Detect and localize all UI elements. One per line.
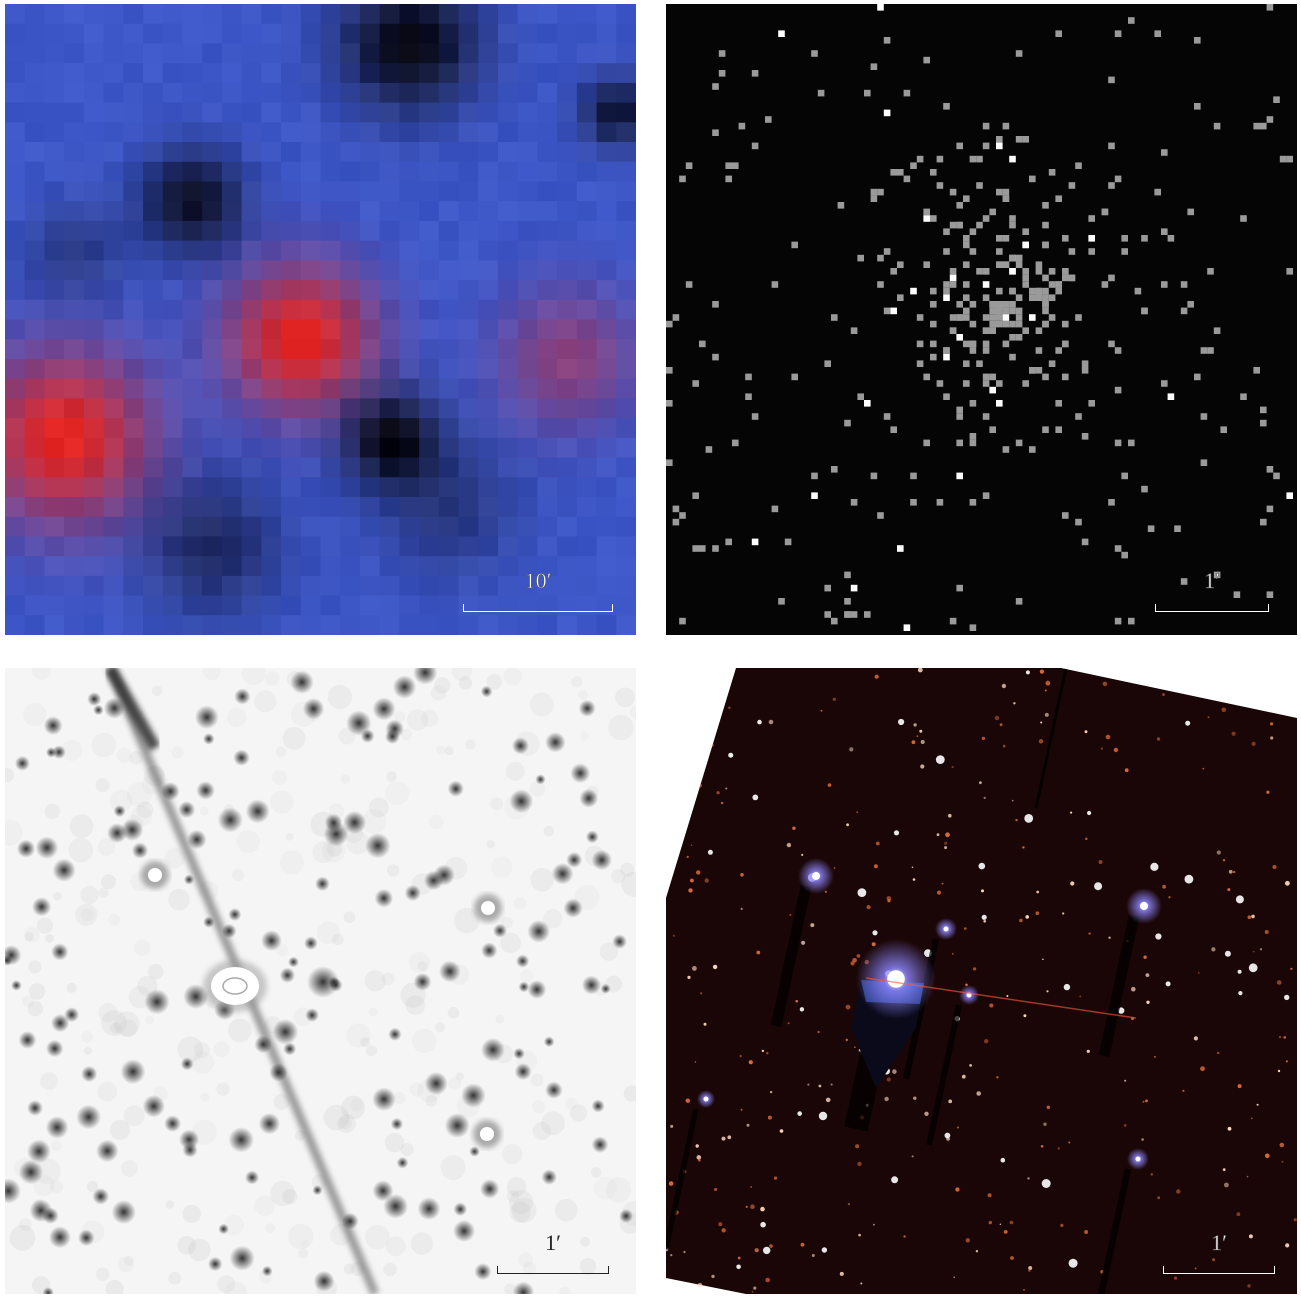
scale-bar-line [497, 1266, 609, 1274]
scale-bar-line [1155, 604, 1269, 612]
scale-bar-line [463, 604, 613, 612]
scale-label: 10′ [524, 568, 552, 593]
false-color-map-image [5, 4, 636, 635]
scale-bar-1-arcmin: 1′ [497, 1232, 609, 1274]
color-composite-image [666, 668, 1297, 1294]
scale-bar-line [1163, 1266, 1275, 1274]
scale-label: 1′ [545, 1230, 561, 1255]
color-composite-panel: 1′ [666, 668, 1297, 1294]
false-color-map-panel: 10′ [5, 4, 636, 635]
scale-label: 1′ [1204, 568, 1220, 593]
photon-count-panel: 1′ [666, 4, 1297, 635]
scale-label: 1′ [1211, 1230, 1227, 1255]
scale-bar-1-arcmin: 1′ [1155, 568, 1269, 612]
scale-bar-1-arcmin: 1′ [1163, 1230, 1275, 1274]
scale-bar-10-arcmin: 10′ [463, 568, 613, 612]
photon-count-image [666, 4, 1293, 631]
grayscale-field-image [5, 668, 636, 1294]
grayscale-field-panel: 1′ [5, 668, 636, 1294]
